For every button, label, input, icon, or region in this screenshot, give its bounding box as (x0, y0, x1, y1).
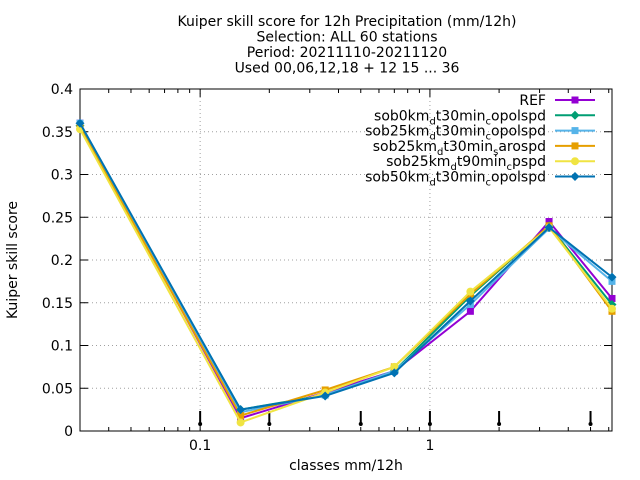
legend-label: sob25kmdt90mincpspd (386, 154, 546, 173)
data-point (390, 362, 399, 371)
x-axis-label: classes mm/12h (289, 458, 403, 474)
legend: REFsob0kmdt30mincopolspdsob25kmdt30minco… (365, 93, 595, 189)
legend-sample-marker (571, 142, 579, 150)
legend-label-text: t30min (436, 124, 486, 140)
legend-label-text: pspd (512, 154, 546, 170)
legend-label-subscript: c (486, 178, 492, 189)
legend-label-text: t30min (443, 139, 493, 155)
data-point (389, 368, 399, 378)
y-tick-label: 0.1 (51, 339, 73, 355)
legend-label-subscript: s (493, 147, 498, 158)
legend-sample-marker (571, 96, 579, 104)
data-point (75, 118, 85, 128)
threshold-marker-dot (267, 422, 272, 426)
threshold-marker-dot (358, 422, 363, 426)
legend-sample-marker (570, 110, 580, 120)
legend-label: REF (519, 93, 546, 109)
y-tick-label: 0.35 (42, 125, 73, 141)
y-tick-label: 0 (64, 424, 73, 440)
legend-label: sob0kmdt30mincopolspd (374, 108, 546, 127)
legend-label-subscript: d (429, 178, 435, 189)
data-point (236, 405, 246, 415)
chart-title: Kuiper skill score for 12h Precipitation… (178, 14, 517, 77)
legend-label-text: sob0km (374, 108, 429, 124)
title-line: Selection: ALL 60 stations (256, 30, 437, 46)
y-tick-label: 0.15 (42, 296, 73, 312)
threshold-marker-dot (427, 422, 432, 426)
threshold-markers (198, 411, 593, 426)
x-tick-label: 1 (425, 438, 434, 454)
legend-label-subscript: c (486, 116, 492, 127)
y-tick-label: 0.05 (42, 381, 73, 397)
legend-label: sob50kmdt30mincopolspd (365, 170, 546, 189)
data-point (608, 294, 616, 302)
y-tick-label: 0.2 (51, 253, 73, 269)
legend-label-text: REF (519, 93, 546, 109)
legend-label-subscript: d (450, 162, 456, 173)
legend-label-text: opolspd (491, 124, 546, 140)
legend-label: sob25kmdt30minsarospd (373, 139, 546, 158)
legend-label-text: t30min (436, 108, 486, 124)
data-point (320, 391, 330, 401)
legend-label-subscript: c (507, 162, 513, 173)
legend-label-text: arospd (498, 139, 546, 155)
legend-sample-marker (571, 127, 579, 135)
data-point (465, 296, 475, 306)
data-point (236, 418, 245, 427)
title-line: Period: 20211110-20211120 (247, 45, 447, 61)
x-tick-label: 0.1 (189, 438, 211, 454)
legend-label-subscript: d (429, 132, 435, 143)
threshold-marker-dot (198, 422, 203, 426)
title-line: Kuiper skill score for 12h Precipitation… (178, 14, 517, 30)
legend-label-subscript: d (437, 147, 443, 158)
legend-label-text: t30min (436, 170, 486, 186)
legend-label-text: sob25km (386, 154, 450, 170)
threshold-marker-dot (588, 422, 593, 426)
legend-label-text: sob25km (373, 139, 437, 155)
legend-sample-marker (571, 157, 579, 166)
data-point (237, 412, 245, 420)
y-tick-label: 0.25 (42, 210, 73, 226)
data-point (466, 307, 474, 315)
legend-label-text: sob25km (365, 124, 429, 140)
y-axis-ticks: 0 0.05 0.1 0.15 0.2 0.25 0.3 0.35 0.4 (42, 82, 612, 440)
y-tick-label: 0.4 (51, 82, 73, 98)
y-tick-label: 0.3 (51, 168, 73, 184)
threshold-marker-dot (497, 422, 502, 426)
legend-label-text: opolspd (491, 170, 546, 186)
legend-sample-marker (570, 172, 580, 181)
legend-label-text: sob50km (365, 170, 429, 186)
x-axis-ticks: 0.1 1 (108, 89, 610, 454)
title-line: Used 00,06,12,18 + 12 15 ... 36 (235, 61, 460, 77)
data-point (608, 304, 616, 313)
series-lines (75, 118, 617, 427)
legend-label-subscript: d (429, 116, 435, 127)
data-point (544, 223, 554, 233)
legend-label: sob25kmdt30mincopolspd (365, 124, 546, 143)
legend-label-text: t90min (457, 154, 507, 170)
legend-label-subscript: c (486, 132, 492, 143)
y-axis-label: Kuiper skill score (5, 201, 21, 319)
data-point (466, 287, 475, 296)
legend-label-text: opolspd (491, 108, 546, 124)
data-point (607, 272, 617, 282)
grid-lines (80, 89, 612, 431)
